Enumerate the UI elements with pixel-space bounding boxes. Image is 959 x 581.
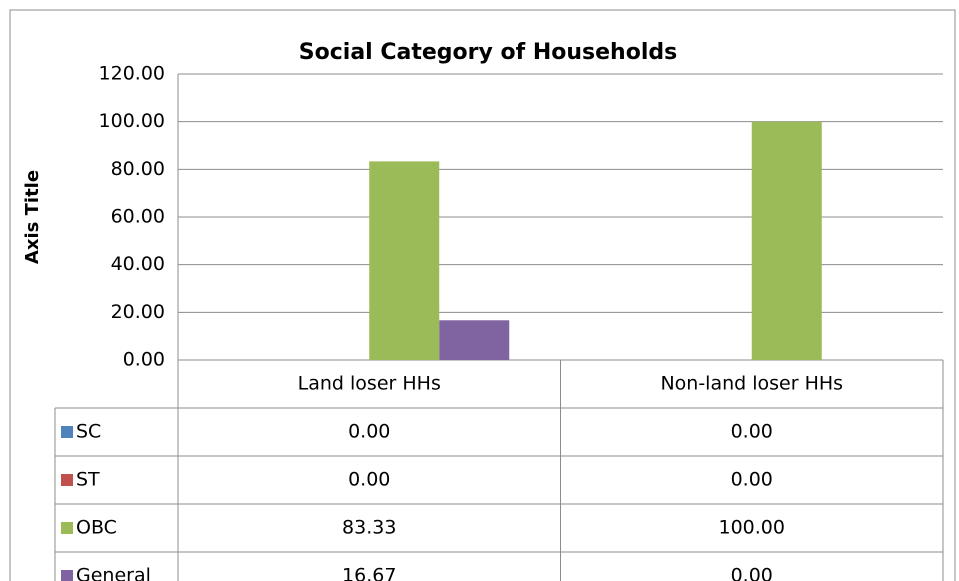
legend-key: [61, 522, 73, 534]
table-value: 100.00: [719, 517, 785, 539]
table-value: 83.33: [342, 517, 396, 539]
x-tick-label: Non-land loser HHs: [660, 373, 843, 395]
x-tick-label: Land loser HHs: [298, 373, 441, 395]
chart-frame: [9, 9, 956, 581]
bar: [751, 121, 822, 361]
y-tick-label: 40.00: [111, 253, 165, 275]
legend-key: [61, 426, 73, 438]
y-tick-label: 60.00: [111, 206, 165, 228]
table-value: 0.00: [348, 421, 390, 443]
y-tick-label: 20.00: [111, 301, 165, 323]
table-value: 0.00: [731, 469, 773, 491]
table-value: 0.00: [731, 565, 773, 581]
table-value: 0.00: [348, 469, 390, 491]
y-axis-title: Axis Title: [22, 170, 43, 264]
y-tick-label: 100.00: [99, 110, 165, 132]
legend-label: OBC: [76, 517, 117, 539]
legend-label: SC: [76, 421, 101, 443]
y-tick-label: 0.00: [123, 349, 165, 371]
legend-key: [61, 474, 73, 486]
table-value: 16.67: [342, 565, 396, 581]
bar: [369, 161, 440, 360]
legend-label: General: [76, 565, 151, 581]
table-value: 0.00: [731, 421, 773, 443]
chart-title: Social Category of Households: [299, 40, 677, 65]
y-tick-label: 80.00: [111, 158, 165, 180]
y-tick-label: 120.00: [99, 63, 165, 85]
legend-label: ST: [76, 469, 100, 491]
legend-key: [61, 570, 73, 581]
bar: [439, 320, 510, 360]
